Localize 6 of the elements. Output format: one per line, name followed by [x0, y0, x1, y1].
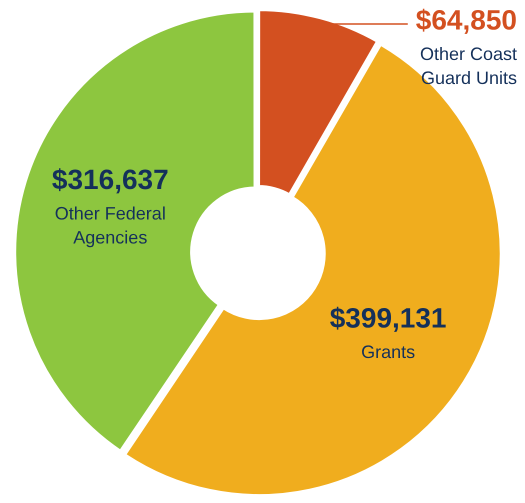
data-label: $316,637: [52, 164, 169, 196]
data-label: $399,131: [330, 302, 447, 334]
slice-label: Other Federal Agencies: [54, 204, 166, 248]
slice-label: Other Coast Guard Units: [420, 44, 517, 88]
slice-label: Grants: [361, 342, 416, 362]
data-label: $64,850: [416, 4, 517, 36]
